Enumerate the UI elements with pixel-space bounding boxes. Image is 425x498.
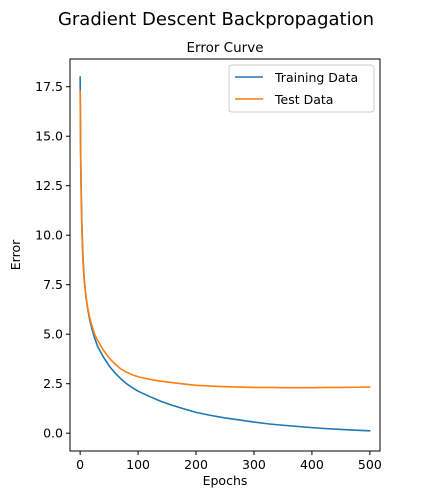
legend-label-test: Test Data bbox=[274, 92, 333, 107]
y-tick-label: 15.0 bbox=[35, 129, 63, 144]
y-tick-label: 12.5 bbox=[35, 178, 63, 193]
figure-suptitle: Gradient Descent Backpropagation bbox=[58, 9, 374, 30]
x-axis-label: Epochs bbox=[203, 473, 248, 488]
x-tick-label: 100 bbox=[126, 457, 150, 472]
ticks-layer: 0 100 200 300 400 500 0.0 2.5 5.0 7.5 10.0 12.5 15.0… bbox=[35, 79, 382, 472]
series-line-test bbox=[79, 89, 371, 389]
plot-area-frame bbox=[69, 58, 381, 452]
y-tick-label: 5.0 bbox=[43, 327, 63, 342]
series-line-training bbox=[79, 76, 371, 432]
y-tick-label: 10.0 bbox=[35, 228, 63, 243]
legend-label-training: Training Data bbox=[274, 70, 358, 85]
y-tick-label: 2.5 bbox=[43, 376, 63, 391]
x-tick-label: 200 bbox=[184, 457, 208, 472]
y-axis-label: Error bbox=[8, 239, 23, 270]
y-tick-label: 7.5 bbox=[43, 277, 63, 292]
y-tick-label: 17.5 bbox=[35, 79, 63, 94]
legend-box bbox=[228, 64, 375, 113]
x-tick-label: 0 bbox=[76, 457, 84, 472]
y-tick-label: 0.0 bbox=[43, 426, 63, 441]
x-tick-label: 500 bbox=[358, 457, 382, 472]
legend: Training Data Test Data bbox=[228, 64, 375, 113]
x-tick-label: 400 bbox=[300, 457, 324, 472]
chart-title: Error Curve bbox=[186, 40, 263, 56]
series-layer bbox=[79, 76, 371, 432]
x-tick-label: 300 bbox=[242, 457, 266, 472]
